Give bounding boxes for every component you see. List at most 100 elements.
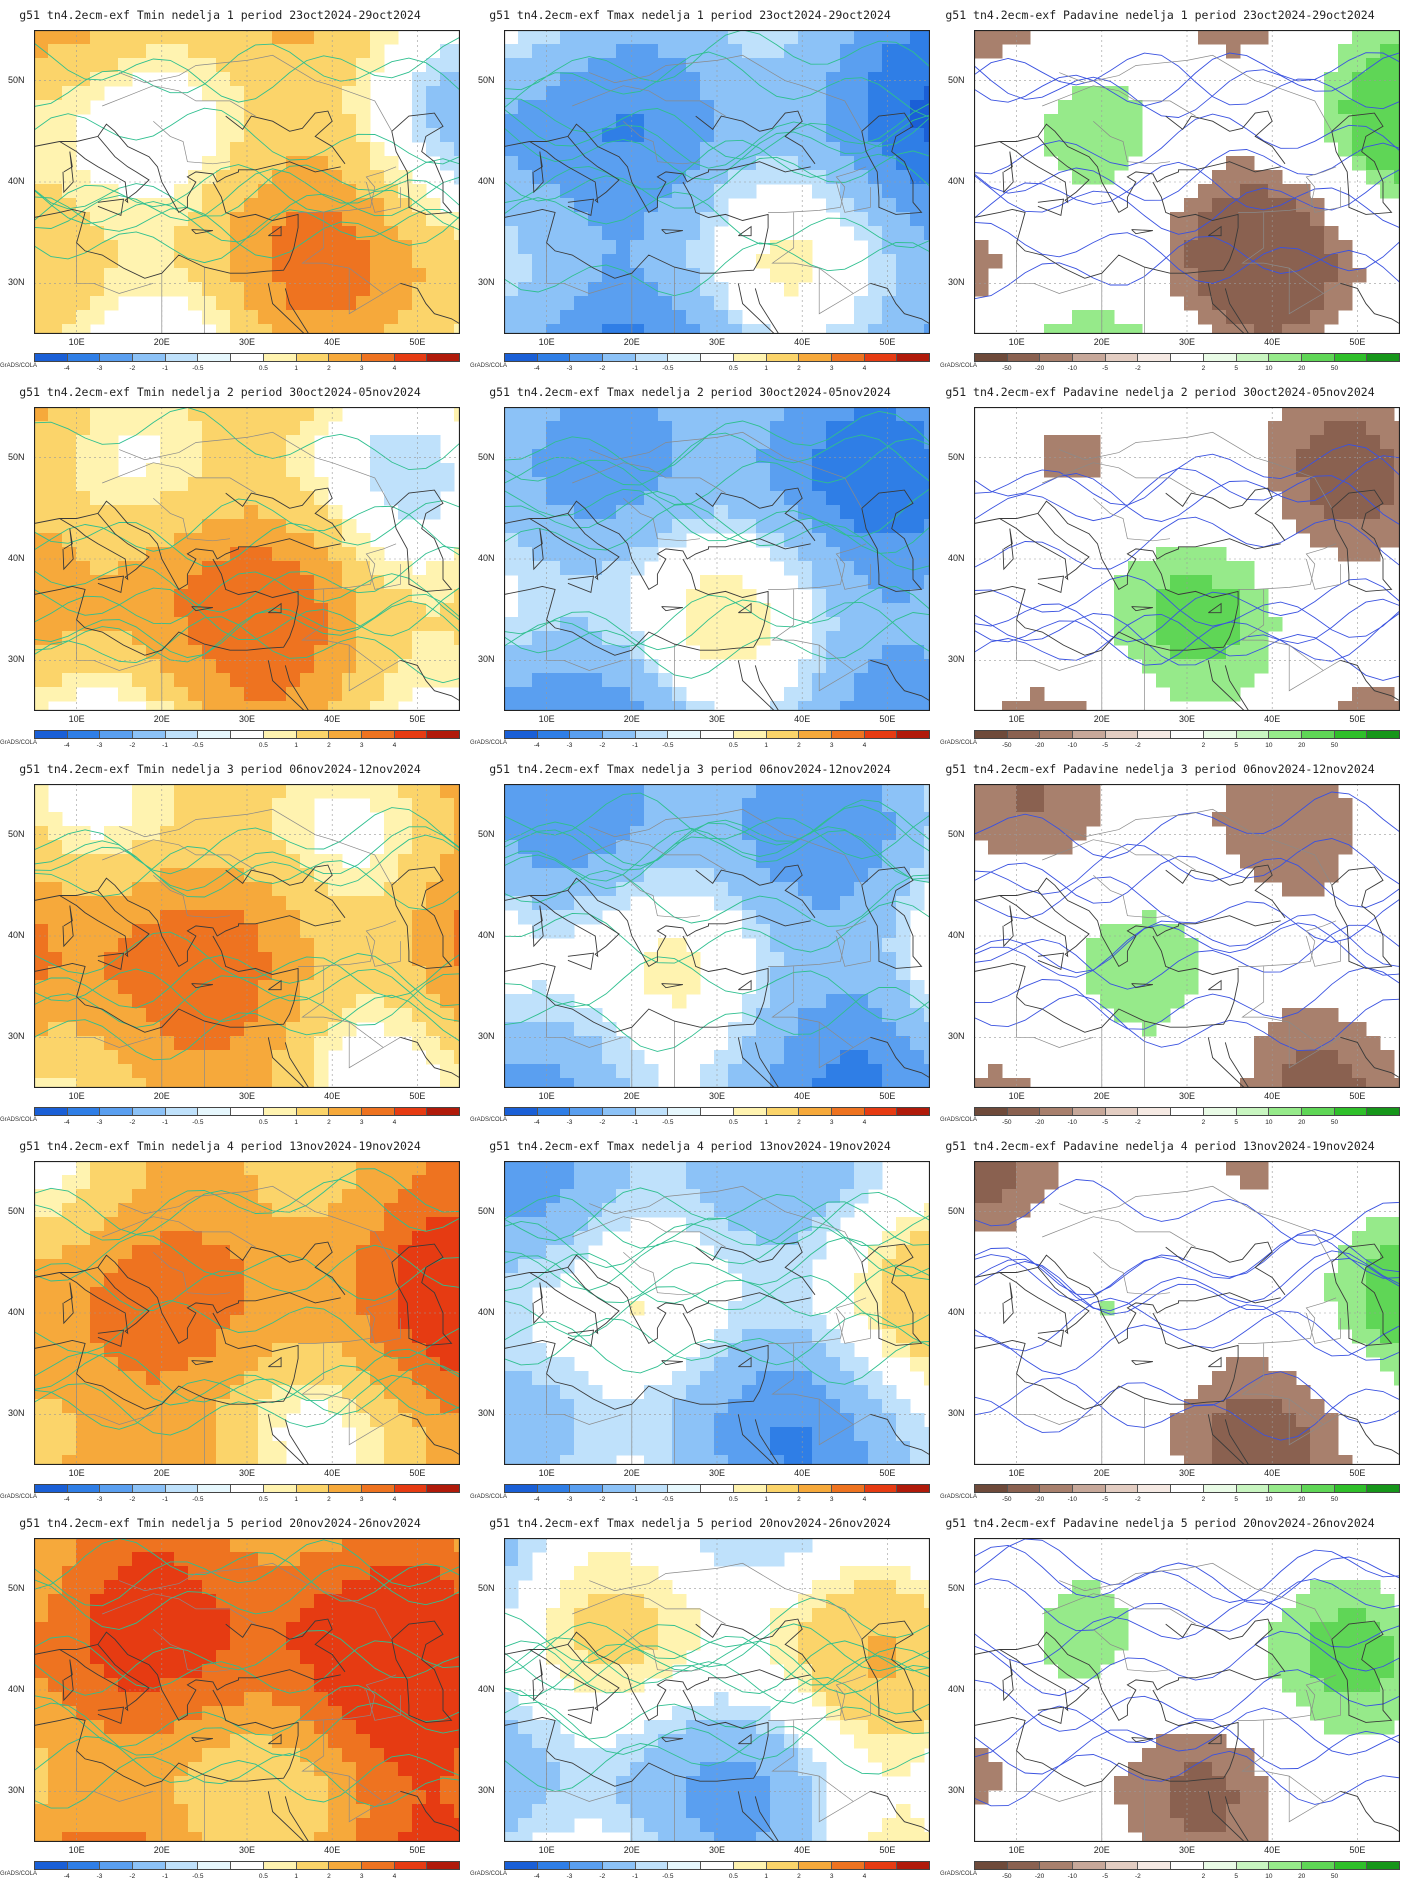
field-cell — [1170, 673, 1185, 688]
field-cell — [988, 798, 1003, 813]
field-cell — [840, 868, 855, 883]
field-cell — [560, 1064, 575, 1079]
field-cell — [1254, 170, 1269, 185]
field-cell — [756, 491, 771, 506]
field-cell — [174, 1050, 189, 1065]
field-cell — [272, 114, 287, 129]
field-cell — [440, 631, 455, 646]
field-cell — [440, 1050, 455, 1065]
field-cell — [132, 198, 147, 213]
field-cell — [454, 1189, 460, 1204]
field-cell — [854, 561, 869, 576]
field-cell — [104, 673, 119, 688]
field-cell — [272, 449, 287, 464]
field-cell — [230, 477, 245, 492]
country-border — [348, 1022, 384, 1069]
field-cell — [672, 519, 687, 534]
field-cell — [48, 1217, 63, 1232]
map-panel-tmax-week-1: g51 tn4.2ecm-exf Tmax nedelja 1 period 2… — [470, 6, 930, 378]
field-cell — [882, 310, 897, 325]
lat-label: 50N — [8, 74, 25, 85]
field-cell — [412, 868, 427, 883]
field-cell — [588, 603, 603, 618]
field-cell — [202, 435, 217, 450]
field-cell — [784, 100, 799, 115]
field-cell — [188, 1036, 203, 1051]
field-cell — [882, 58, 897, 73]
field-cell — [546, 435, 561, 450]
field-cell — [518, 1064, 533, 1079]
field-cell — [602, 184, 617, 199]
field-cell — [76, 421, 91, 436]
field-cell — [202, 701, 217, 711]
coastline — [1037, 575, 1065, 594]
field-cell — [1352, 1078, 1367, 1088]
field-cell — [48, 184, 63, 199]
field-cell — [784, 1036, 799, 1051]
field-cell — [896, 798, 911, 813]
field-cell — [1184, 561, 1199, 576]
lat-label: 30N — [8, 654, 25, 665]
field-cell — [644, 86, 659, 101]
field-cell — [90, 296, 105, 311]
field-cell — [34, 128, 49, 143]
field-cell — [896, 910, 911, 925]
field-cell — [90, 533, 105, 548]
field-cell — [574, 449, 589, 464]
field-cell — [1240, 812, 1255, 827]
field-cell — [700, 1078, 715, 1088]
field-cell — [146, 924, 161, 939]
coastline — [1131, 229, 1153, 235]
field-cell — [854, 687, 869, 702]
field-cell — [370, 463, 385, 478]
field-cell — [756, 840, 771, 855]
field-cell — [532, 156, 547, 171]
field-cell — [48, 561, 63, 576]
field-cell — [1058, 840, 1073, 855]
field-cell — [728, 72, 743, 87]
field-cell — [286, 1175, 301, 1190]
field-cell — [1226, 212, 1241, 227]
field-cell — [454, 324, 460, 334]
country-border — [76, 996, 154, 1048]
field-cell — [658, 421, 673, 436]
field-cell — [244, 1050, 259, 1065]
lat-label: 40N — [478, 176, 495, 186]
field-cell — [714, 1064, 729, 1079]
field-cell — [882, 673, 897, 688]
field-cell — [454, 268, 460, 283]
field-cell — [174, 896, 189, 911]
field-cell — [426, 1175, 441, 1190]
field-cell — [104, 1036, 119, 1051]
field-cell — [896, 198, 911, 213]
field-cell — [216, 1161, 231, 1176]
field-cell — [328, 1217, 343, 1232]
field-cell — [574, 798, 589, 813]
field-cell — [574, 603, 589, 618]
field-cell — [62, 142, 77, 157]
field-cell — [216, 310, 231, 325]
field-cell — [90, 868, 105, 883]
field-cell — [546, 784, 561, 799]
field-cell — [104, 58, 119, 73]
field-cell — [560, 212, 575, 227]
field-cell — [188, 282, 203, 297]
field-cell — [602, 798, 617, 813]
field-cell — [188, 1175, 203, 1190]
color-bar-swatch — [394, 354, 428, 361]
field-cell — [728, 421, 743, 436]
field-cell — [630, 114, 645, 129]
field-cell — [272, 30, 287, 45]
color-bar-swatch — [733, 1108, 767, 1115]
field-cell — [300, 1036, 315, 1051]
coastline — [695, 864, 816, 919]
country-border — [1093, 120, 1171, 165]
field-cell — [258, 840, 273, 855]
field-cell — [910, 477, 925, 492]
field-cell — [454, 1161, 460, 1176]
field-cell — [314, 30, 329, 45]
field-cell — [1240, 673, 1255, 688]
field-cell — [216, 994, 231, 1009]
field-cell — [272, 533, 287, 548]
lat-label: 40N — [948, 553, 965, 563]
